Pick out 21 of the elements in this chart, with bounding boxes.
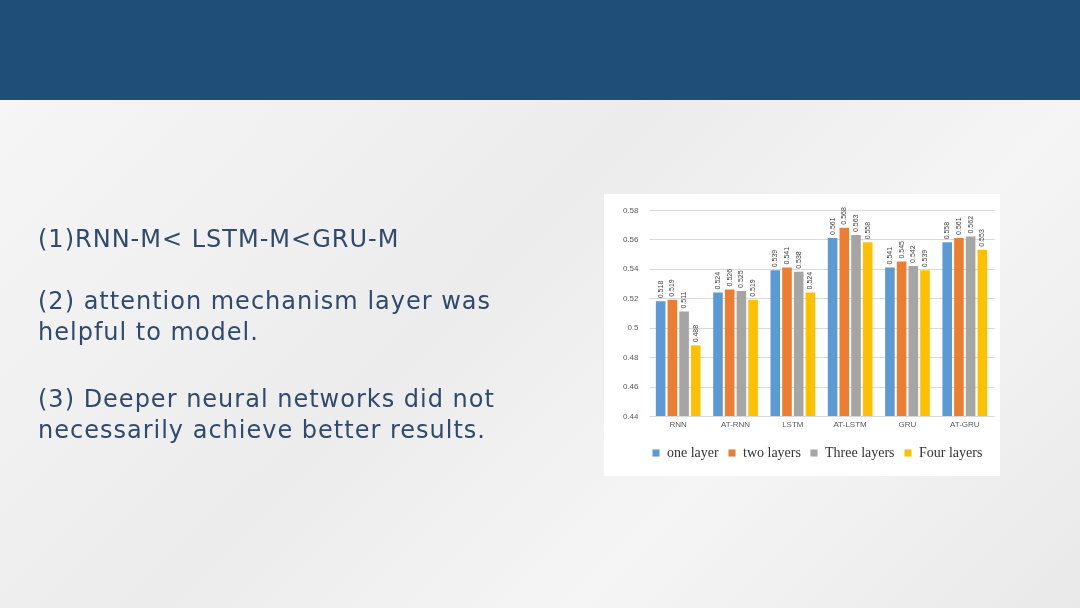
x-tick-label: AT-LSTM bbox=[833, 419, 868, 429]
y-tick-label: 0.46 bbox=[622, 382, 640, 392]
text: (1)RNN-M< LSTM-M<GRU-M bbox=[38, 224, 401, 255]
text: (3) Deeper neural networks did not necessarily achieve better results. bbox=[38, 384, 496, 446]
text: (2) attention mechanism layer was helpful to model. bbox=[38, 286, 493, 348]
y-tick-label: 0.52 bbox=[622, 293, 640, 303]
x-tick-label: LSTM bbox=[782, 419, 804, 429]
y-tick-label: 0.56 bbox=[622, 234, 640, 244]
legend-label: Four layers bbox=[919, 445, 983, 460]
x-tick-label: AT-GRU bbox=[949, 419, 980, 429]
y-tick-label: 0.54 bbox=[622, 264, 640, 274]
legend-label: Three layers bbox=[825, 445, 895, 460]
y-tick-label: 0.5 bbox=[627, 323, 640, 333]
x-tick-label: GRU bbox=[898, 419, 917, 429]
y-tick-label: 0.48 bbox=[622, 352, 640, 362]
x-tick-label: RNN bbox=[669, 419, 688, 429]
legend-label: one layer bbox=[667, 445, 720, 460]
x-tick-label: AT-RNN bbox=[720, 419, 751, 429]
y-tick-label: 0.58 bbox=[622, 205, 640, 215]
y-tick-label: 0.44 bbox=[622, 411, 640, 421]
legend-label: two layers bbox=[743, 445, 801, 460]
